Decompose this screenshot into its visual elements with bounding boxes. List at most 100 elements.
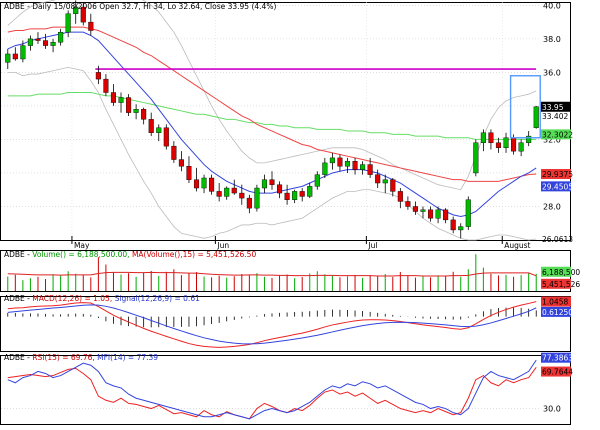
candle-body — [526, 135, 532, 143]
lower-band-value-label: 26.0613 — [542, 235, 573, 244]
candle-body — [42, 40, 49, 46]
candle-body — [209, 177, 215, 192]
candle-body — [35, 38, 41, 41]
rsi-value-label-bg — [541, 366, 571, 377]
candle-body — [458, 226, 464, 231]
candle-body — [171, 145, 177, 160]
candle-body — [80, 6, 86, 23]
volume-label-part: ADBE - — [4, 250, 32, 259]
candle-body — [533, 106, 539, 128]
rsi-panel-frame — [0, 355, 571, 425]
candle-body — [518, 142, 524, 152]
candle-body — [103, 78, 109, 93]
close-value-label: 33.95 — [542, 103, 564, 112]
volume-label-part: Volume() = 6,188,500.00, — [32, 250, 132, 259]
rsi-label-part: ADBE - — [4, 353, 32, 362]
bollinger-lower-line — [7, 66, 537, 241]
volume-label-part: MA(Volume(),15) = 5,451,526.50 — [132, 250, 257, 259]
candle-body — [133, 109, 139, 113]
candle-body — [110, 92, 117, 103]
chart-header: ADBE - Daily 15/08/2006 Open 32.7, Hi 34… — [4, 2, 276, 11]
price-tick-label: 28.0 — [543, 202, 561, 211]
candle-body — [118, 97, 124, 103]
candle-body — [5, 53, 11, 63]
macd-label: ADBE - MACD(12,26) = 1.05, Signal(12,26,… — [4, 294, 200, 303]
candle-body — [246, 197, 252, 209]
candle-body — [299, 191, 305, 197]
month-label: August — [504, 241, 530, 250]
signal-value-label: 0.612503 — [542, 308, 578, 317]
ma-green-value-label: 32.3022 — [542, 130, 573, 139]
candle-body — [337, 157, 343, 167]
candle-body — [465, 199, 471, 227]
rsi-label-part: MFI(14) = 77.39 — [97, 353, 158, 362]
candle-body — [360, 164, 366, 170]
candle-body — [201, 177, 207, 189]
volume-ma-line — [7, 271, 537, 277]
candle-body — [488, 132, 494, 143]
candle-body — [269, 179, 275, 185]
candle-body — [390, 179, 396, 192]
candle-body — [12, 53, 18, 60]
signal-value-label-bg — [541, 306, 571, 317]
macd-value-label-bg — [541, 296, 571, 307]
candle-body — [277, 184, 283, 194]
candle-body — [178, 159, 184, 167]
ma-blue-value-label: 29.4505 — [542, 182, 573, 191]
volume-value-label-bg — [541, 266, 571, 277]
candle-body — [427, 209, 434, 219]
candle-body — [352, 161, 358, 170]
candle-body — [20, 45, 26, 60]
mfi-value-label: 77.3863 — [542, 354, 573, 363]
ma-red-value-label: 29.9375 — [542, 170, 573, 179]
candle-body — [156, 127, 162, 133]
candle-body — [397, 191, 403, 202]
rsi-label-part: RSI(15) = 69.76, — [32, 353, 97, 362]
rsi-label: ADBE - RSI(15) = 69.76, MFI(14) = 77.39 — [4, 353, 158, 362]
candle-body — [141, 109, 147, 120]
candle-body — [231, 187, 237, 194]
candle-body — [65, 13, 71, 33]
candle-body — [50, 42, 56, 46]
candle-body — [148, 119, 154, 133]
candle-body — [27, 38, 33, 46]
candle-body — [284, 192, 290, 200]
ma-red-line — [7, 26, 537, 182]
candle-body — [329, 157, 335, 164]
upper-band-value-label: 33.402 — [542, 112, 568, 121]
candle-body — [405, 201, 411, 207]
price-tick-label: 36.0 — [543, 68, 561, 77]
candle-body — [224, 187, 230, 197]
mfi-line — [7, 359, 537, 420]
candle-body — [367, 164, 373, 175]
volume-label: ADBE - Volume() = 6,188,500.00, MA(Volum… — [4, 250, 256, 259]
breakout-highlight-box — [509, 75, 541, 139]
candle-body — [480, 132, 486, 143]
candle-body — [261, 179, 267, 189]
month-label: Jun — [216, 241, 229, 250]
candle-body — [435, 209, 441, 219]
month-label: May — [74, 241, 90, 250]
candle-body — [307, 186, 313, 197]
candle-body — [163, 127, 169, 147]
candle-body — [503, 137, 509, 149]
macd-label-part: ADBE - — [4, 294, 32, 303]
price-tick-label: 38.0 — [543, 35, 561, 44]
candle-body — [420, 209, 426, 212]
ma-red-value-label-bg — [541, 169, 571, 180]
candle-body — [511, 137, 517, 152]
candle-body — [412, 206, 418, 212]
candle-body — [473, 142, 479, 174]
bollinger-upper-line — [7, 0, 537, 191]
rsi-line — [7, 367, 537, 420]
candle-body — [322, 162, 328, 175]
price-panel-frame — [0, 2, 571, 241]
candle-body — [344, 161, 351, 167]
candle-body — [58, 31, 64, 43]
close-value-label-bg — [541, 101, 571, 112]
candle-body — [375, 174, 381, 184]
price-tick-label: 40.0 — [543, 1, 561, 10]
